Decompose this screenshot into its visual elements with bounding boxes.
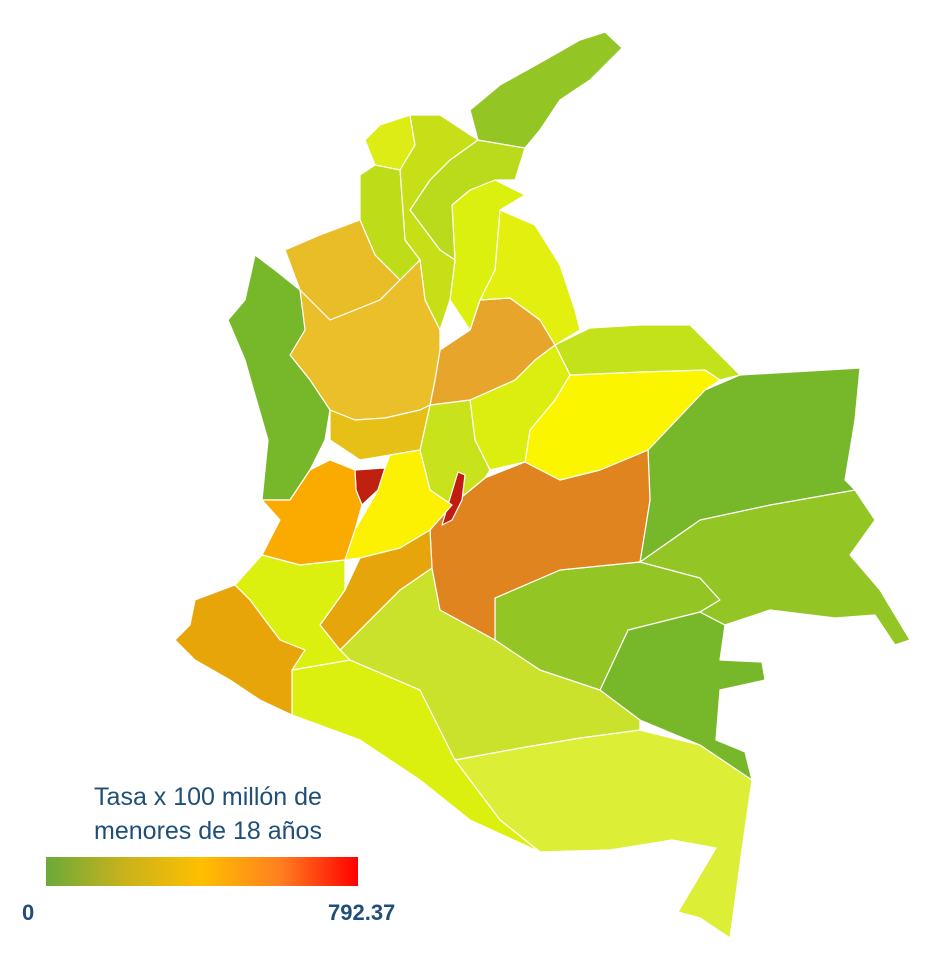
legend-title-line-1: Tasa x 100 millón de — [94, 783, 322, 811]
region-caldas[interactable] — [329, 404, 431, 461]
region-narino[interactable] — [174, 584, 306, 716]
legend-min-label: 0 — [22, 900, 35, 925]
legend-max-label: 792.37 — [328, 900, 396, 925]
legend-title: Tasa x 100 millón de menores de 18 años — [58, 780, 358, 848]
legend-color-scale — [46, 857, 358, 886]
region-la-guajira[interactable] — [469, 31, 623, 149]
region-arauca[interactable] — [554, 324, 741, 381]
legend-title-line-2: menores de 18 años — [94, 817, 322, 845]
